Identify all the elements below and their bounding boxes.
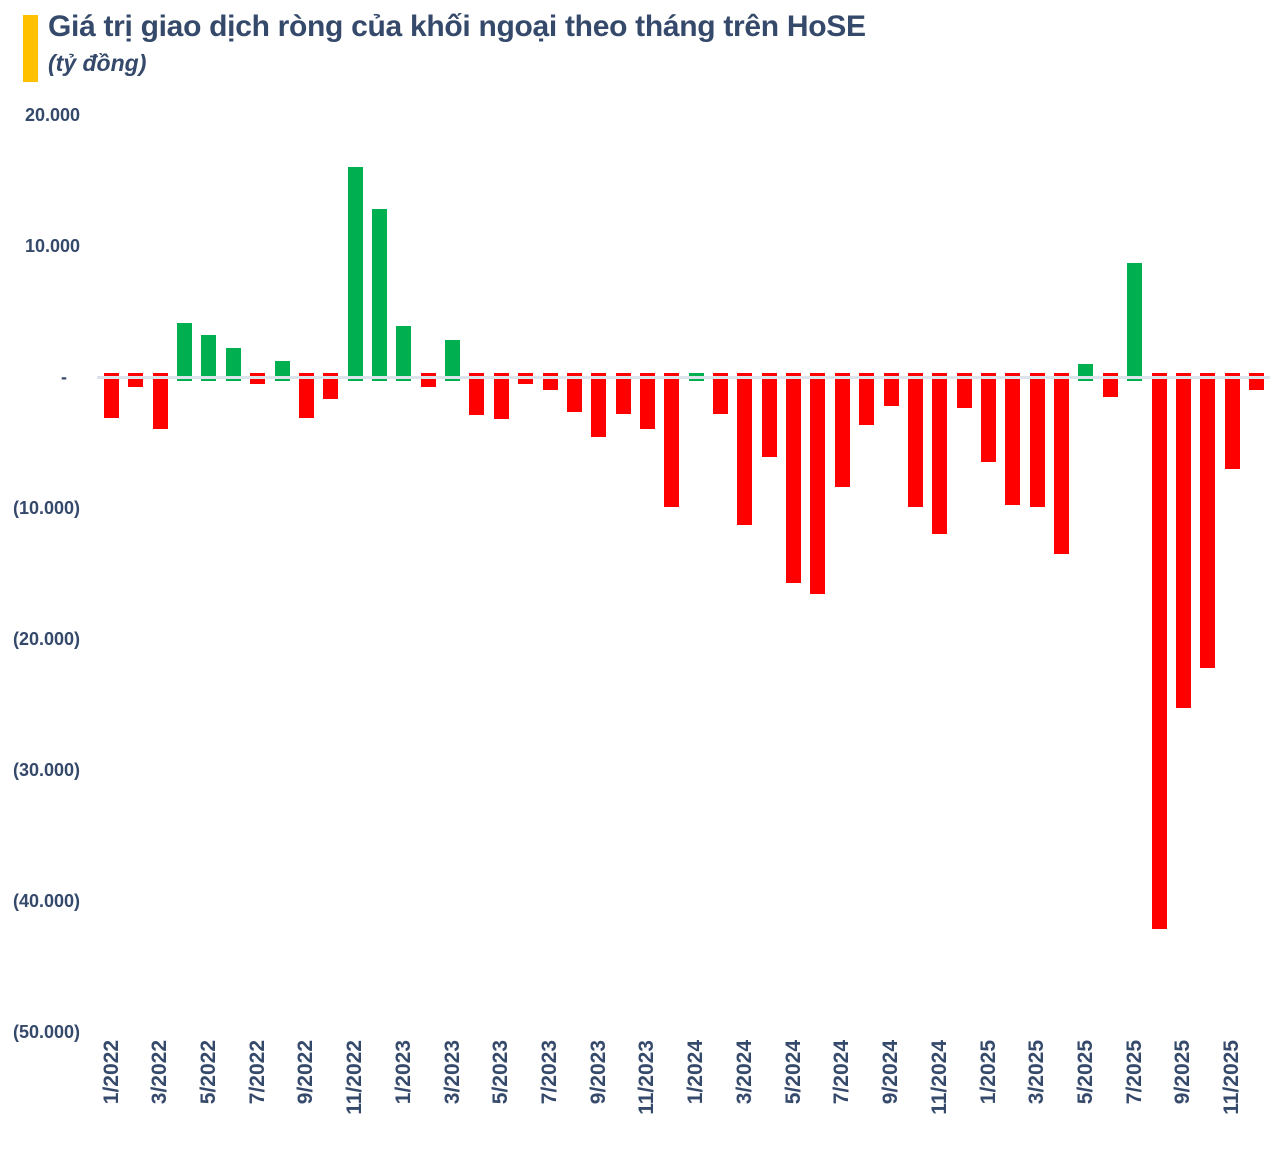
y-tick--30000: (30.000)	[12, 760, 80, 780]
bar-12/2022	[372, 208, 387, 381]
bar-10/2025	[1200, 372, 1216, 668]
bar-5/2024	[786, 372, 802, 583]
x-tick-1/2024: 1/2024	[684, 1040, 708, 1105]
x-tick-5/2024: 5/2024	[781, 1040, 805, 1105]
bar-3/2025	[1029, 372, 1045, 507]
x-tick-11/2023: 11/2023	[635, 1040, 659, 1115]
x-tick-9/2022: 9/2022	[294, 1040, 318, 1105]
bar-2/2024	[713, 372, 728, 414]
bar-10/2023	[615, 372, 631, 414]
bar-6/2022	[225, 347, 241, 381]
y-tick--40000: (40.000)	[12, 891, 80, 911]
x-tick-9/2023: 9/2023	[586, 1040, 610, 1105]
bar-4/2025	[1054, 372, 1069, 554]
y-tick--10000: (10.000)	[12, 498, 80, 518]
bar-3/2022	[152, 372, 168, 429]
bar-3/2024	[737, 372, 753, 525]
bar-7/2025	[1127, 262, 1143, 381]
bar-2/2025	[1005, 372, 1021, 505]
bar-4/2024	[761, 372, 777, 457]
x-tick-11/2024: 11/2024	[927, 1040, 951, 1115]
x-tick-1/2023: 1/2023	[391, 1040, 415, 1105]
x-tick-5/2025: 5/2025	[1073, 1040, 1097, 1105]
y-tick-10000: 10.000	[24, 236, 80, 256]
bar-11/2024	[932, 372, 948, 534]
bar-6/2024	[810, 372, 826, 594]
y-tick--20000: (20.000)	[12, 629, 80, 649]
bar-8/2025	[1151, 372, 1167, 929]
bar-5/2023	[493, 372, 509, 419]
x-tick-7/2023: 7/2023	[538, 1040, 561, 1105]
bar-9/2022	[298, 372, 314, 418]
bar-1/2022	[104, 372, 119, 418]
bar-4/2023	[469, 372, 485, 415]
x-tick-3/2022: 3/2022	[148, 1040, 172, 1105]
bar-1/2025	[981, 372, 996, 462]
bar-3/2023	[445, 339, 460, 381]
title-accent-bar	[23, 15, 38, 82]
bar-4/2022	[177, 322, 193, 381]
bar-9/2023	[591, 372, 607, 437]
y-tick-20000: 20.000	[24, 105, 80, 125]
x-tick-3/2024: 3/2024	[732, 1040, 756, 1105]
x-tick-7/2022: 7/2022	[245, 1040, 269, 1105]
chart-title: Giá trị giao dịch ròng của khối ngoại th…	[48, 10, 866, 43]
x-tick-5/2023: 5/2023	[489, 1040, 513, 1105]
x-tick-11/2025: 11/2025	[1220, 1040, 1244, 1115]
x-tick-1/2025: 1/2025	[976, 1040, 1000, 1105]
x-tick-1/2022: 1/2022	[99, 1040, 123, 1105]
bar-11/2023	[639, 372, 655, 429]
bar-1/2023	[396, 325, 412, 381]
y-tick--50000: (50.000)	[12, 1022, 80, 1042]
bar-12/2024	[956, 372, 972, 408]
bar-8/2023	[566, 372, 582, 412]
bar-9/2024	[883, 372, 899, 406]
bar-8/2024	[859, 372, 875, 425]
x-tick-7/2024: 7/2024	[830, 1040, 854, 1105]
x-tick-9/2025: 9/2025	[1171, 1040, 1195, 1105]
bar-9/2025	[1175, 372, 1191, 708]
bar-6/2025	[1102, 372, 1118, 397]
bar-5/2022	[201, 334, 217, 381]
bar-7/2024	[834, 372, 850, 487]
x-tick-5/2022: 5/2022	[196, 1040, 220, 1105]
x-tick-3/2023: 3/2023	[440, 1040, 464, 1105]
bar-10/2022	[323, 372, 339, 399]
x-tick-7/2025: 7/2025	[1122, 1040, 1146, 1105]
x-tick-11/2022: 11/2022	[343, 1040, 367, 1115]
bar-11/2025	[1224, 372, 1240, 469]
x-tick-3/2025: 3/2025	[1025, 1040, 1049, 1105]
bar-10/2024	[907, 372, 923, 507]
y-tick-0: -	[61, 367, 67, 387]
chart-unit-subtitle: (tỷ đồng)	[48, 50, 147, 76]
bar-11/2022	[347, 166, 363, 381]
zero-axis-line	[97, 375, 1270, 379]
x-tick-9/2024: 9/2024	[879, 1040, 902, 1105]
bar-12/2023	[664, 372, 680, 507]
